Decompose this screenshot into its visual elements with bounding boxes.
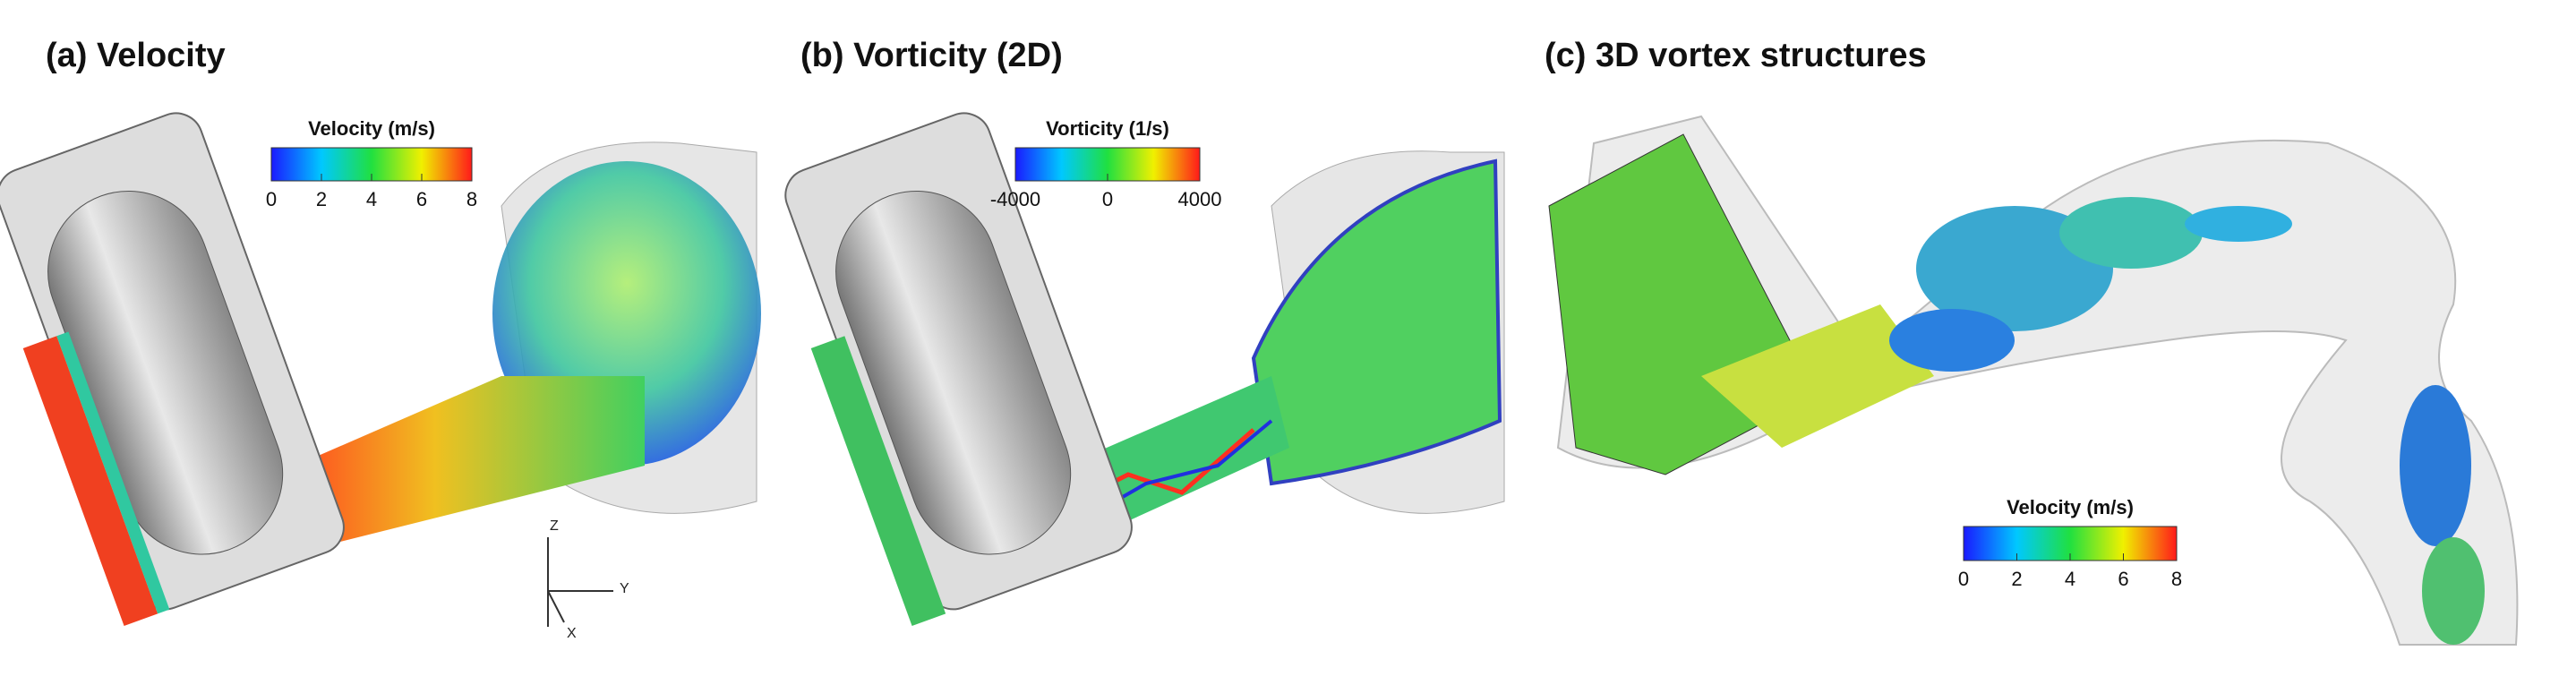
colorbar-tick-label: 2 [316,188,327,210]
vorticity-render [784,112,1505,627]
colorbar-tick-label: 4000 [1178,188,1222,210]
axis-label: X [567,626,577,641]
colorbar-title: Vorticity (1/s) [1046,117,1169,140]
colorbar-tick-label: 8 [2171,568,2182,590]
axis-label: Z [550,518,559,534]
colorbar-tick-label: 2 [2011,568,2022,590]
vortex-render [1548,115,2519,646]
colorbar-tick-label: 0 [266,188,277,210]
colorbar-title: Velocity (m/s) [2007,496,2134,518]
colorbar-tick-label: 6 [416,188,427,210]
panel-title: (a) Velocity [46,37,226,74]
velocity-render [0,112,761,627]
colorbar-tick-label: 6 [2118,568,2128,590]
panel-title: (b) Vorticity (2D) [800,37,1063,74]
colorbar-tick-label: 0 [1958,568,1969,590]
colorbar-tick-label: -4000 [990,188,1040,210]
colorbar-tick-label: 4 [366,188,377,210]
labels: (a) Velocity (b) Vorticity (2D) (c) 3D v… [46,37,1927,641]
panel-title: (c) 3D vortex structures [1545,37,1927,74]
colorbar-tick-label: 0 [1102,188,1113,210]
colorbar-title: Velocity (m/s) [308,117,435,140]
axis-label: Y [620,581,629,596]
colorbar-tick-label: 4 [2065,568,2075,590]
colorbar-tick-label: 8 [466,188,477,210]
